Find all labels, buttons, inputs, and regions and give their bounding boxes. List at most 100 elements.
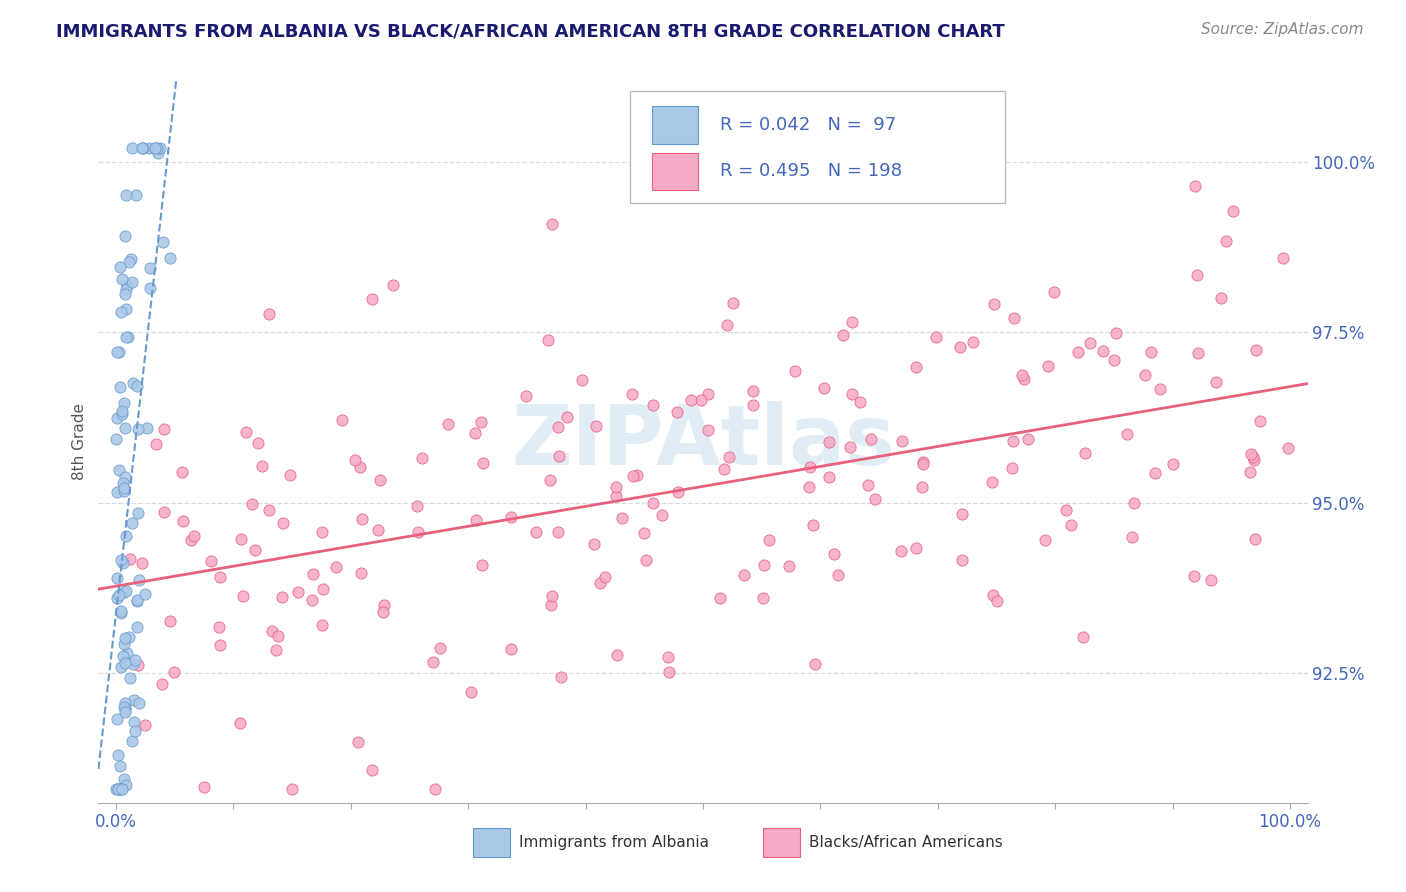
Point bbox=[555, 410, 578, 425]
Point bbox=[547, 525, 569, 540]
Point bbox=[107, 588, 129, 602]
Point bbox=[657, 649, 679, 664]
Point bbox=[114, 282, 136, 296]
Point bbox=[1241, 450, 1264, 464]
Point bbox=[159, 614, 181, 628]
Point bbox=[911, 455, 934, 469]
Point bbox=[499, 642, 522, 657]
Point bbox=[912, 457, 935, 471]
Point bbox=[115, 279, 138, 293]
Point bbox=[1184, 179, 1206, 194]
Point bbox=[128, 573, 150, 587]
Point bbox=[904, 360, 927, 375]
Point bbox=[170, 466, 193, 480]
Point bbox=[193, 780, 215, 795]
Point bbox=[124, 188, 146, 202]
Point bbox=[1271, 251, 1294, 265]
Point bbox=[593, 570, 616, 584]
Point bbox=[311, 524, 333, 539]
Point bbox=[406, 499, 429, 513]
Point bbox=[152, 235, 174, 250]
Point bbox=[127, 658, 149, 673]
Text: IMMIGRANTS FROM ALBANIA VS BLACK/AFRICAN AMERICAN 8TH GRADE CORRELATION CHART: IMMIGRANTS FROM ALBANIA VS BLACK/AFRICAN… bbox=[56, 22, 1005, 40]
Point bbox=[105, 410, 128, 425]
Point bbox=[910, 480, 932, 494]
Point bbox=[464, 426, 486, 441]
Point bbox=[114, 287, 136, 301]
Point bbox=[1017, 432, 1039, 446]
Bar bbox=[652, 106, 699, 144]
Point bbox=[751, 591, 773, 605]
Point bbox=[823, 547, 845, 561]
Point bbox=[110, 606, 132, 620]
Point bbox=[110, 782, 132, 797]
Point bbox=[131, 141, 153, 155]
Point bbox=[841, 315, 863, 329]
Point bbox=[125, 594, 148, 608]
Point bbox=[1104, 352, 1126, 367]
Point bbox=[925, 330, 948, 344]
Point bbox=[111, 556, 134, 570]
Point bbox=[149, 141, 172, 155]
Point bbox=[120, 671, 142, 685]
Point bbox=[209, 570, 232, 584]
Point bbox=[112, 396, 135, 410]
Point bbox=[1239, 466, 1261, 480]
Point bbox=[856, 478, 879, 492]
Bar bbox=[763, 828, 800, 857]
Point bbox=[312, 582, 335, 596]
Point bbox=[159, 251, 181, 265]
Point bbox=[105, 782, 128, 797]
Point bbox=[240, 497, 263, 511]
Point bbox=[799, 459, 821, 474]
Point bbox=[264, 642, 287, 657]
Point bbox=[803, 517, 825, 532]
Point bbox=[110, 782, 132, 797]
Point bbox=[1121, 530, 1143, 544]
Point bbox=[152, 422, 174, 436]
Point bbox=[115, 778, 138, 792]
Point bbox=[121, 733, 143, 747]
Point bbox=[134, 718, 156, 732]
Point bbox=[121, 275, 143, 289]
Point bbox=[183, 529, 205, 543]
Point bbox=[1074, 446, 1097, 460]
Point bbox=[271, 590, 294, 604]
Point bbox=[208, 638, 231, 652]
Point bbox=[108, 758, 131, 772]
Point bbox=[1240, 447, 1263, 461]
Point bbox=[131, 141, 153, 155]
Point bbox=[571, 373, 593, 387]
Point bbox=[859, 432, 882, 446]
Point bbox=[250, 459, 273, 474]
Point bbox=[114, 696, 136, 710]
Point bbox=[115, 646, 138, 660]
Point bbox=[605, 480, 627, 494]
Point bbox=[382, 277, 405, 292]
Point bbox=[423, 782, 446, 797]
Point bbox=[349, 459, 371, 474]
Point bbox=[1135, 368, 1157, 382]
Point bbox=[1116, 426, 1139, 441]
Point bbox=[605, 489, 627, 503]
Point bbox=[606, 648, 628, 662]
Point bbox=[110, 604, 132, 618]
Point bbox=[114, 657, 136, 671]
Point bbox=[422, 656, 444, 670]
Point bbox=[541, 589, 564, 603]
Point bbox=[105, 432, 128, 446]
Point bbox=[696, 387, 718, 401]
Point bbox=[986, 594, 1008, 608]
Point bbox=[370, 473, 392, 487]
Point bbox=[623, 468, 645, 483]
Point bbox=[962, 335, 984, 350]
Text: R = 0.495   N = 198: R = 0.495 N = 198 bbox=[720, 162, 901, 180]
Point bbox=[1105, 326, 1128, 340]
Point bbox=[538, 473, 561, 487]
Point bbox=[1033, 533, 1056, 547]
Point bbox=[287, 585, 309, 599]
Point bbox=[1002, 310, 1025, 325]
Point bbox=[818, 434, 841, 449]
Point bbox=[373, 606, 395, 620]
Point bbox=[281, 782, 304, 797]
